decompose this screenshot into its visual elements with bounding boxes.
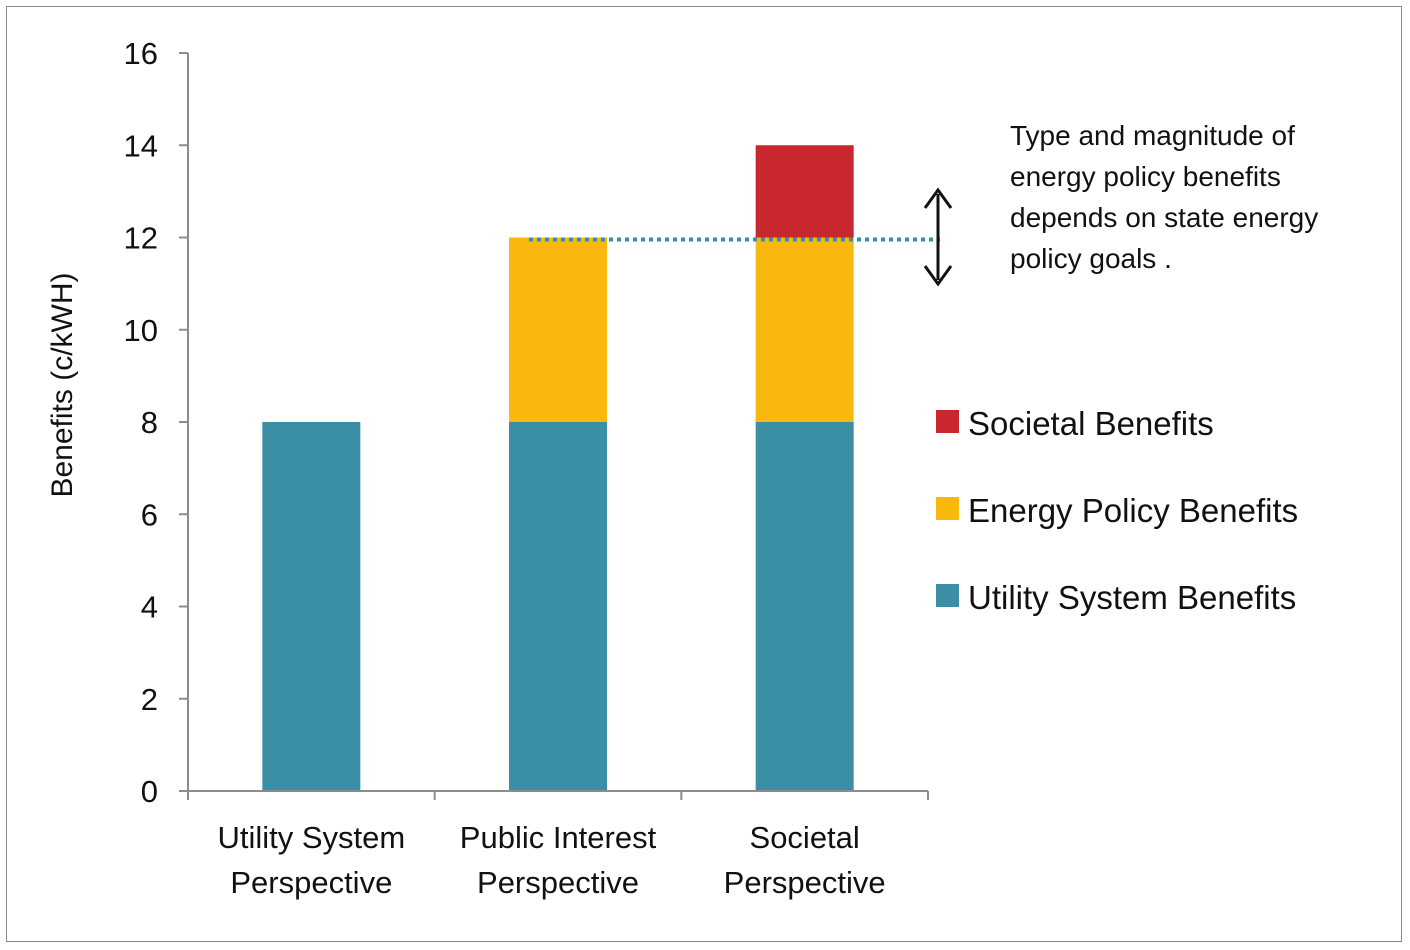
x-category-label: Societal Perspective (724, 820, 886, 900)
bar-segment-utility-system-benefits (755, 422, 854, 791)
legend: Societal Benefits Energy Policy Benefits U… (936, 405, 1298, 616)
chart-frame (6, 6, 1402, 942)
y-tick-label: 8 (141, 405, 158, 440)
annotation-note: Type and magnitude of energy policy benef… (1010, 120, 1318, 274)
bar-segment-societal-benefits (755, 145, 854, 238)
y-tick-label: 0 (141, 774, 158, 809)
arrow-head-down (923, 265, 953, 287)
y-tick-label: 10 (124, 313, 158, 348)
y-tick-label: 6 (141, 497, 158, 532)
y-ticks-group: 0 2 4 6 8 10 12 14 16 (124, 36, 188, 809)
legend-swatch (936, 497, 959, 520)
y-tick-label: 12 (124, 221, 158, 256)
x-category-label: Utility System Perspective (217, 820, 405, 900)
legend-swatch (936, 584, 959, 607)
bar-segment-utility-system-benefits (262, 422, 361, 791)
x-categories-group: Utility System Perspective Public Interest… (217, 820, 885, 900)
x-category-label: Public Interest Perspective (460, 820, 657, 900)
bar-segment-utility-system-benefits (509, 422, 607, 791)
legend-label: Energy Policy Benefits (968, 492, 1298, 529)
bar-segment-energy-policy-benefits (509, 237, 607, 422)
y-tick-label: 16 (124, 36, 158, 71)
bars-group (262, 145, 854, 791)
y-tick-label: 2 (141, 682, 158, 717)
annotation-text: Type and magnitude of energy policy benef… (1010, 120, 1318, 274)
legend-label: Utility System Benefits (968, 579, 1296, 616)
double-arrow-icon (923, 187, 953, 287)
y-axis-label: Benefits (c/kWH) (46, 272, 79, 497)
legend-label: Societal Benefits (968, 405, 1214, 442)
y-tick-label: 14 (124, 128, 158, 163)
legend-swatch (936, 410, 959, 433)
arrow-head-up (923, 187, 953, 209)
bar-segment-energy-policy-benefits (755, 237, 854, 422)
y-tick-label: 4 (141, 590, 158, 625)
